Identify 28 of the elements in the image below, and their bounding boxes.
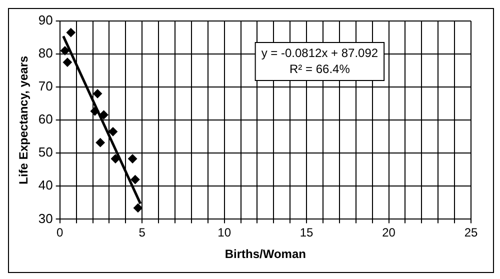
y-tick-label: 60 xyxy=(38,112,53,127)
y-tick-label: 30 xyxy=(38,210,53,226)
x-tick-label: 10 xyxy=(218,226,232,240)
point xyxy=(110,154,120,164)
x-tick-label: 0 xyxy=(56,226,64,240)
point xyxy=(93,89,102,98)
y-axis-title: Life Expectancy, years xyxy=(16,56,31,184)
point xyxy=(96,138,105,148)
point xyxy=(62,58,72,67)
point xyxy=(90,106,100,116)
annotation: y = -0.0812x + 87.092 xyxy=(261,46,378,60)
point xyxy=(66,28,76,38)
y-tick-label: 90 xyxy=(38,12,53,28)
annotation: R² = 66.4% xyxy=(290,62,350,76)
x-tick-label: 20 xyxy=(382,226,396,240)
y-tick-label: 40 xyxy=(38,178,53,193)
point xyxy=(60,46,70,56)
point xyxy=(99,110,108,120)
x-tick-label: 15 xyxy=(300,226,314,240)
point xyxy=(130,175,140,184)
x-tick-label: 25 xyxy=(464,226,478,240)
y-tick-label: 50 xyxy=(38,144,53,160)
x-axis-title: Births/Woman xyxy=(224,247,306,262)
point xyxy=(133,203,142,212)
point xyxy=(128,154,138,164)
y-tick-label: 80 xyxy=(38,46,53,61)
y-tick-label: 70 xyxy=(38,78,53,94)
x-tick-label: 5 xyxy=(138,226,146,240)
